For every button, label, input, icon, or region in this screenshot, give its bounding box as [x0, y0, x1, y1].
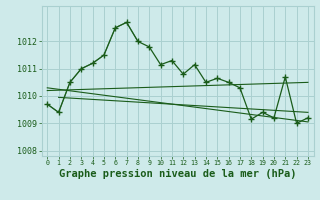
- X-axis label: Graphe pression niveau de la mer (hPa): Graphe pression niveau de la mer (hPa): [59, 169, 296, 179]
